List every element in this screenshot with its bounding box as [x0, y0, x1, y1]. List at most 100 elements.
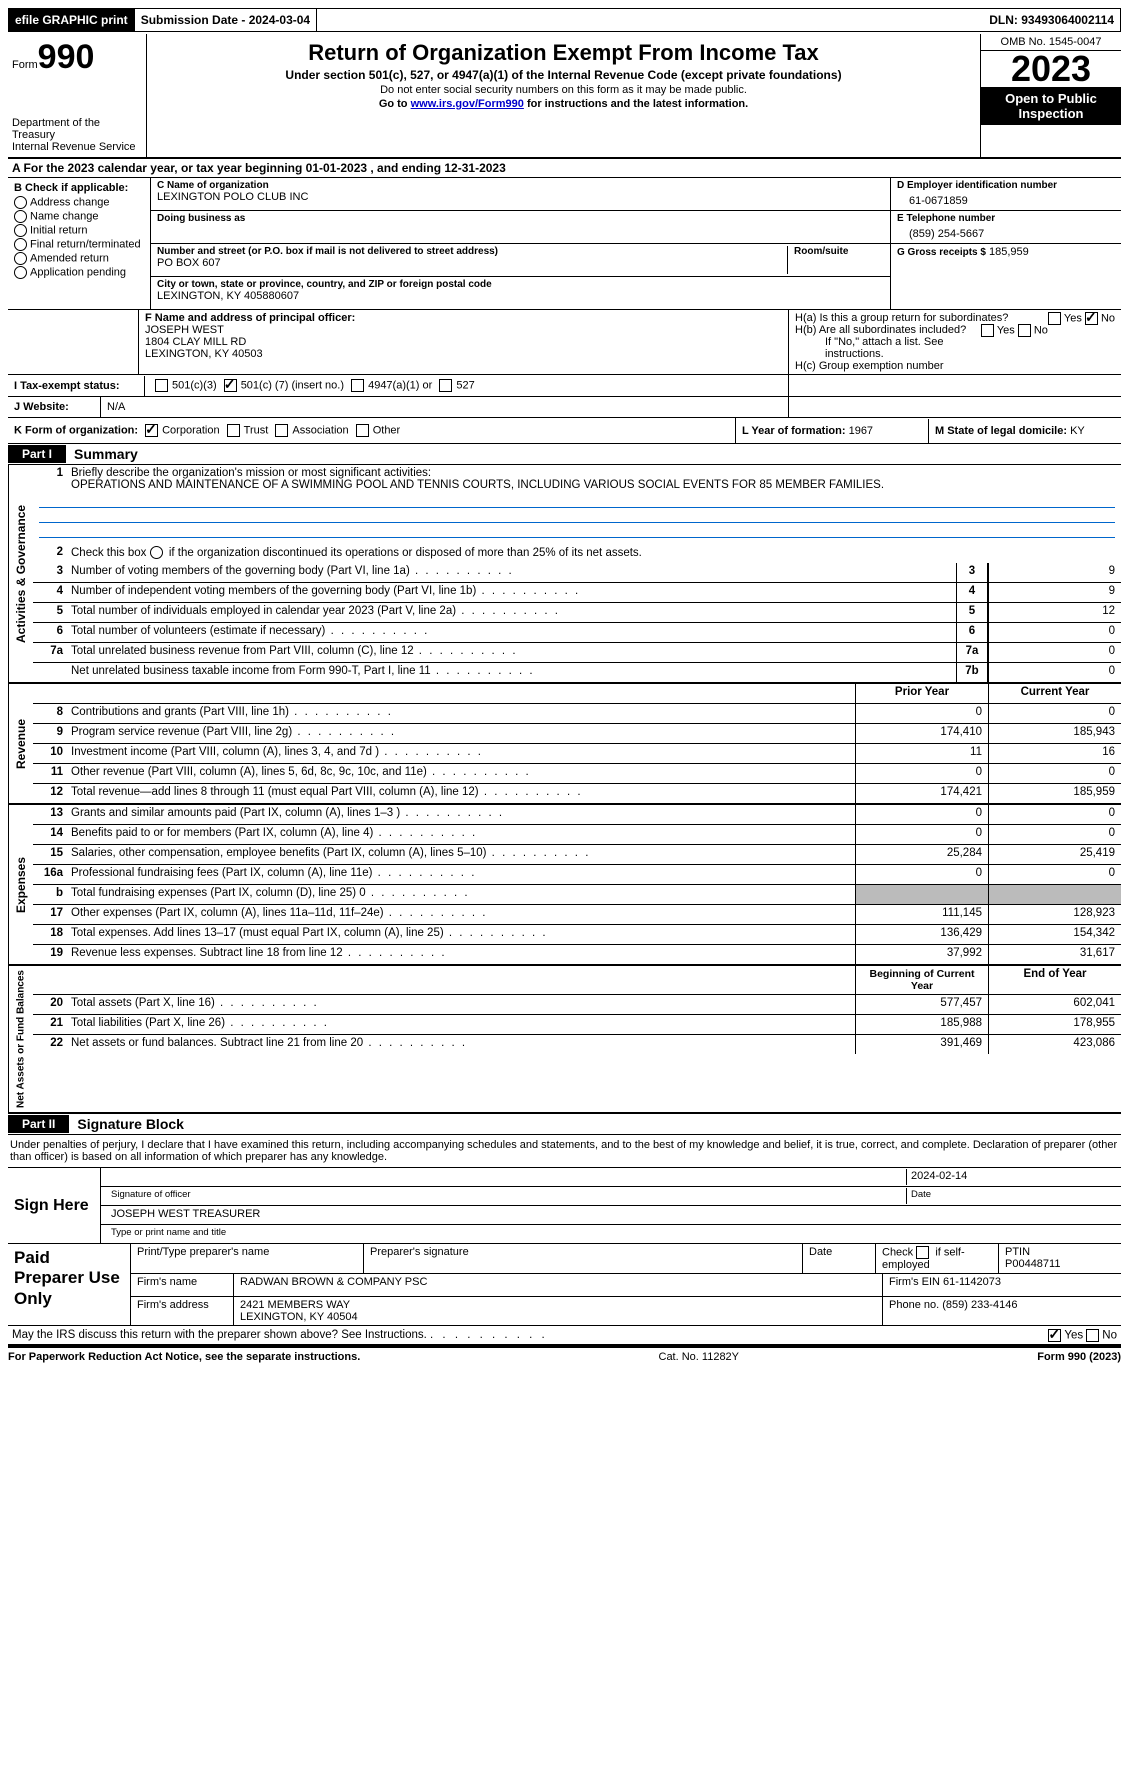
current-year-value: 0 — [988, 825, 1121, 844]
mission-label: Briefly describe the organization's miss… — [71, 467, 431, 479]
sig-date: 2024-02-14 — [906, 1169, 1115, 1185]
table-row-desc: Grants and similar amounts paid (Part IX… — [67, 805, 855, 824]
street-label: Number and street (or P.O. box if mail i… — [157, 246, 781, 257]
efile-button[interactable]: efile GRAPHIC print — [9, 9, 135, 31]
gov-line-desc: Total number of individuals employed in … — [67, 603, 956, 622]
current-year-value: 185,959 — [988, 784, 1121, 803]
calendar-year-line: A For the 2023 calendar year, or tax yea… — [8, 159, 1121, 178]
current-year-value: 128,923 — [988, 905, 1121, 924]
net-assets-block: Net Assets or Fund Balances Beginning of… — [8, 966, 1121, 1114]
activities-governance-block: Activities & Governance 1 Briefly descri… — [8, 465, 1121, 684]
chk-application-pending[interactable]: Application pending — [14, 266, 144, 279]
chk-corporation[interactable] — [145, 424, 158, 437]
chk-association[interactable] — [275, 424, 288, 437]
chk-amended-return[interactable]: Amended return — [14, 252, 144, 265]
paid-preparer-block: Paid Preparer Use Only Print/Type prepar… — [8, 1244, 1121, 1326]
gov-line-box: 4 — [956, 583, 988, 602]
form-title: Return of Organization Exempt From Incom… — [153, 40, 974, 66]
submission-date: Submission Date - 2024-03-04 — [135, 9, 317, 31]
vtab-revenue: Revenue — [8, 684, 33, 803]
current-year-value: 0 — [988, 764, 1121, 783]
ein-label: D Employer identification number — [897, 180, 1115, 191]
discuss-yes[interactable] — [1048, 1329, 1061, 1342]
gov-line-value: 0 — [988, 643, 1121, 662]
current-year-value: 0 — [988, 865, 1121, 884]
revenue-block: Revenue Prior Year Current Year 8Contrib… — [8, 684, 1121, 805]
firm-name: RADWAN BROWN & COMPANY PSC — [234, 1274, 883, 1296]
chk-4947[interactable] — [351, 379, 364, 392]
vtab-activities: Activities & Governance — [8, 465, 33, 682]
room-label: Room/suite — [794, 246, 884, 257]
tax-year: 2023 — [981, 51, 1121, 87]
officer-f-label: F Name and address of principal officer: — [145, 312, 782, 324]
current-year-value: 0 — [988, 704, 1121, 723]
chk-501c[interactable] — [224, 379, 237, 392]
table-row-desc: Total fundraising expenses (Part IX, col… — [67, 885, 855, 904]
chk-discontinued[interactable] — [150, 546, 163, 559]
table-row-desc: Total liabilities (Part X, line 26) — [67, 1015, 855, 1034]
gross-receipts-value: 185,959 — [989, 246, 1029, 258]
footer: For Paperwork Reduction Act Notice, see … — [8, 1346, 1121, 1363]
dln: DLN: 93493064002114 — [983, 9, 1120, 31]
box-b-title: B Check if applicable: — [14, 182, 144, 194]
part1-title: Summary — [66, 444, 146, 464]
prior-year-value: 0 — [855, 805, 988, 824]
officer-signature: JOSEPH WEST TREASURER — [107, 1207, 1115, 1223]
table-row-desc: Contributions and grants (Part VIII, lin… — [67, 704, 855, 723]
org-name-label: C Name of organization — [157, 180, 884, 191]
gross-receipts-label: G Gross receipts $ — [897, 247, 986, 258]
firm-ein: 61-1142073 — [943, 1276, 1001, 1288]
gov-line-desc: Total number of volunteers (estimate if … — [67, 623, 956, 642]
paid-preparer-label: Paid Preparer Use Only — [8, 1244, 131, 1325]
chk-final-return[interactable]: Final return/terminated — [14, 238, 144, 251]
gov-line-desc: Total unrelated business revenue from Pa… — [67, 643, 956, 662]
prior-year-value: 11 — [855, 744, 988, 763]
prior-year-value: 391,469 — [855, 1035, 988, 1054]
chk-501c3[interactable] — [155, 379, 168, 392]
irs-link[interactable]: www.irs.gov/Form990 — [411, 98, 524, 110]
chk-self-employed[interactable] — [916, 1246, 929, 1259]
current-year-value: 16 — [988, 744, 1121, 763]
ptin-label: PTIN — [1005, 1246, 1115, 1258]
chk-initial-return[interactable]: Initial return — [14, 224, 144, 237]
hc-label: H(c) Group exemption number — [795, 360, 1115, 372]
cat-number: Cat. No. 11282Y — [659, 1351, 740, 1363]
prior-year-value: 37,992 — [855, 945, 988, 964]
ha-no-checkbox[interactable] — [1085, 312, 1098, 325]
preparer-name-label: Print/Type preparer's name — [137, 1246, 357, 1258]
form-footer: Form 990 (2023) — [1037, 1351, 1121, 1363]
line2-text: Check this box if the organization disco… — [71, 547, 642, 559]
city-label: City or town, state or province, country… — [157, 279, 884, 290]
prior-year-value: 0 — [855, 764, 988, 783]
sig-date-label: Date — [906, 1188, 1115, 1204]
ssn-warning: Do not enter social security numbers on … — [153, 84, 974, 96]
website-row: J Website: N/A — [8, 397, 1121, 418]
perjury-declaration: Under penalties of perjury, I declare th… — [8, 1135, 1121, 1168]
current-year-value: 423,086 — [988, 1035, 1121, 1054]
preparer-date-label: Date — [809, 1246, 869, 1258]
state-domicile: KY — [1070, 425, 1085, 437]
part2-tag: Part II — [8, 1115, 69, 1133]
org-info-block: B Check if applicable: Address change Na… — [8, 178, 1121, 310]
chk-address-change[interactable]: Address change — [14, 196, 144, 209]
current-year-value: 602,041 — [988, 995, 1121, 1014]
ha-label: H(a) Is this a group return for subordin… — [795, 312, 1008, 324]
table-row-desc: Salaries, other compensation, employee b… — [67, 845, 855, 864]
irs-label: Internal Revenue Service — [12, 141, 142, 153]
form-number: 990 — [38, 38, 95, 76]
form-subtitle: Under section 501(c), 527, or 4947(a)(1)… — [153, 68, 974, 82]
goto-post: for instructions and the latest informat… — [524, 98, 748, 110]
discuss-no[interactable] — [1086, 1329, 1099, 1342]
hb-note: If "No," attach a list. See instructions… — [795, 336, 1115, 360]
chk-other[interactable] — [356, 424, 369, 437]
chk-527[interactable] — [439, 379, 452, 392]
goto-pre: Go to — [379, 98, 411, 110]
dba-label: Doing business as — [157, 213, 884, 224]
topbar: efile GRAPHIC print Submission Date - 20… — [8, 8, 1121, 32]
table-row-desc: Program service revenue (Part VIII, line… — [67, 724, 855, 743]
chk-trust[interactable] — [227, 424, 240, 437]
chk-name-change[interactable]: Name change — [14, 210, 144, 223]
preparer-sig-label: Preparer's signature — [370, 1246, 796, 1258]
table-row-desc: Total expenses. Add lines 13–17 (must eq… — [67, 925, 855, 944]
ein-value: 61-0671859 — [897, 191, 1115, 207]
